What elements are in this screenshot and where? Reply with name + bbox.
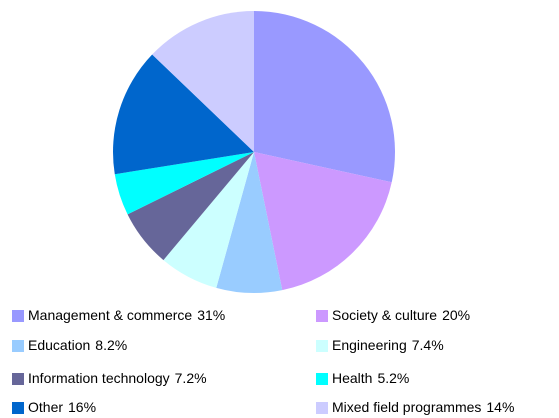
legend-value: 7.2% xyxy=(175,370,207,386)
pie-slice xyxy=(127,152,254,261)
legend-label: Health 5.2% xyxy=(332,370,409,386)
pie-slice xyxy=(114,152,254,215)
legend-value: 16% xyxy=(68,399,96,415)
legend-name: Engineering xyxy=(332,337,407,353)
legend-swatch xyxy=(12,373,24,385)
legend-name: Management & commerce xyxy=(28,307,192,323)
legend-label: Information technology 7.2% xyxy=(28,370,207,386)
legend-value: 20% xyxy=(442,307,470,323)
pie-slice xyxy=(216,152,283,293)
legend-label: Education 8.2% xyxy=(28,337,127,353)
pie-slice xyxy=(254,152,392,291)
legend-label: Other 16% xyxy=(28,399,96,415)
pie-slice xyxy=(152,10,254,152)
legend-swatch xyxy=(316,340,328,352)
pie-slice xyxy=(112,54,254,175)
legend-value: 14% xyxy=(486,399,514,415)
legend-name: Mixed field programmes xyxy=(332,399,481,415)
legend-label: Engineering 7.4% xyxy=(332,337,444,353)
legend-name: Education xyxy=(28,337,90,353)
legend-swatch xyxy=(316,373,328,385)
legend-name: Society & culture xyxy=(332,307,437,323)
legend-label: Society & culture 20% xyxy=(332,307,470,323)
legend-swatch xyxy=(12,402,24,414)
legend-swatch xyxy=(316,402,328,414)
legend-value: 31% xyxy=(197,307,225,323)
legend-name: Information technology xyxy=(28,370,170,386)
legend-value: 7.4% xyxy=(412,337,444,353)
pie-slice xyxy=(163,152,254,288)
legend-swatch xyxy=(12,340,24,352)
legend-name: Other xyxy=(28,399,63,415)
pie-slice xyxy=(254,11,395,183)
legend-name: Health xyxy=(332,370,372,386)
legend-swatch xyxy=(316,310,328,322)
legend-label: Management & commerce 31% xyxy=(28,307,225,323)
legend-swatch xyxy=(12,310,24,322)
legend-value: 5.2% xyxy=(377,370,409,386)
legend-value: 8.2% xyxy=(95,337,127,353)
legend-label: Mixed field programmes 14% xyxy=(332,399,514,415)
